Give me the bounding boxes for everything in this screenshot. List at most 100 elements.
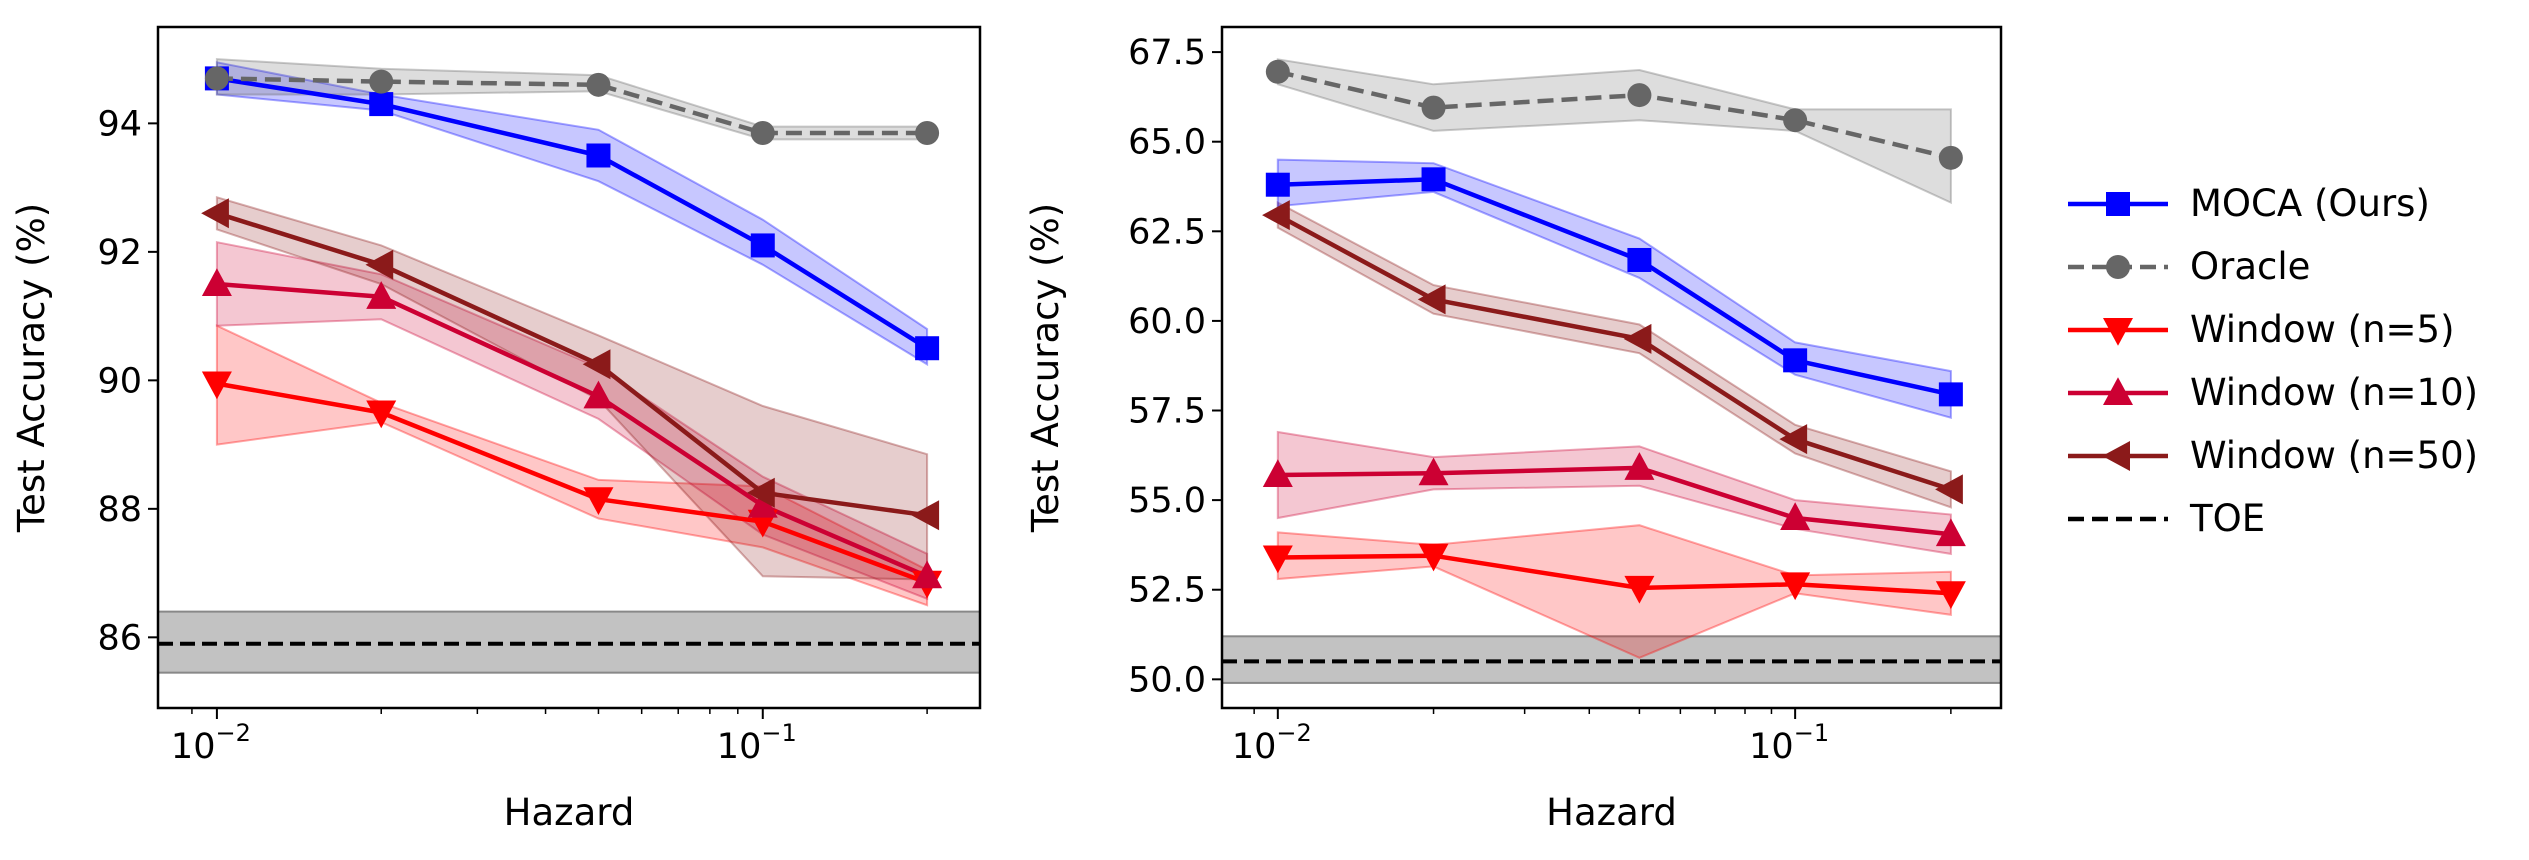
legend-marker-4: [2102, 441, 2130, 471]
y-tick-label: 88: [97, 490, 142, 530]
legend-label: Window (n=50): [2190, 434, 2478, 477]
data-point-3-2: [1627, 247, 1652, 272]
series-line-4: [216, 76, 928, 136]
y-tick-label: 86: [97, 618, 142, 658]
data-point-2-2: [1623, 323, 1652, 354]
data-point-0-0: [201, 371, 232, 400]
data-point-4-1: [1421, 95, 1446, 120]
x-tick-label-base: 10: [171, 727, 216, 767]
data-point-0-2: [583, 487, 614, 515]
confidence-band-4: [1276, 58, 1952, 205]
data-point-1-3: [747, 489, 778, 518]
x-tick-label: 10−2: [1232, 719, 1312, 767]
x-tick-label-base: 10: [717, 727, 762, 767]
data-point-0-1: [1418, 543, 1449, 572]
plot-area: [158, 58, 980, 674]
data-point-4-4: [1938, 145, 1963, 170]
confidence-band-0: [215, 324, 929, 607]
data-point-1-2: [583, 380, 614, 409]
legend-label: TOE: [2189, 497, 2265, 540]
legend-marker-2: [2103, 318, 2133, 346]
data-point-4-1: [369, 69, 394, 94]
data-point-1-0: [1262, 459, 1293, 488]
y-tick-label: 94: [97, 104, 142, 144]
y-tick-label: 67.5: [1128, 33, 1206, 73]
y-tick-label: 60.0: [1128, 302, 1206, 342]
x-tick-label: 10−2: [171, 719, 251, 767]
x-axis-label: Hazard: [504, 791, 635, 834]
plot-frame: [156, 25, 982, 710]
x-tick-label-base: 10: [1749, 727, 1794, 767]
data-point-4-2: [1627, 83, 1652, 108]
right-chart-panel: 50.052.555.057.560.062.565.067.510−2 10−1…: [1024, 25, 2003, 834]
x-tick-label-exponent: −1: [761, 719, 796, 747]
chart-legend: MOCA (Ours) Oracle Window (n=5) Window (n=1…: [2068, 182, 2478, 540]
y-tick-label: 57.5: [1128, 392, 1206, 432]
data-point-0-0: [1262, 545, 1293, 574]
legend-label: Window (n=5): [2190, 308, 2455, 351]
data-point-4-3: [750, 121, 775, 146]
data-point-4-4: [915, 121, 940, 146]
data-point-1-0: [201, 268, 232, 296]
data-point-1-1: [366, 281, 397, 309]
data-point-2-1: [365, 249, 394, 280]
data-point-2-3: [1779, 424, 1808, 455]
confidence-band-3: [1276, 158, 1952, 420]
y-tick-label: 50.0: [1128, 660, 1206, 700]
data-point-3-1: [1421, 167, 1446, 192]
data-point-3-0: [1265, 172, 1290, 197]
y-tick-label: 55.0: [1128, 481, 1206, 521]
data-point-4-2: [586, 72, 611, 97]
data-point-1-3: [1780, 502, 1811, 531]
confidence-band-1: [1276, 430, 1952, 556]
y-axis-label: Test Accuracy (%): [1024, 203, 1067, 533]
data-point-3-2: [586, 143, 611, 168]
data-point-3-3: [1783, 348, 1808, 373]
data-point-2-2: [582, 349, 611, 380]
data-point-4-0: [1265, 59, 1290, 84]
x-tick-label: 10−1: [1749, 719, 1829, 767]
y-tick-label: 52.5: [1128, 571, 1206, 611]
data-point-1-2: [1624, 452, 1655, 480]
data-point-0-3: [1780, 572, 1811, 601]
data-point-0-4: [1935, 581, 1966, 610]
data-point-2-1: [1417, 284, 1446, 315]
data-point-2-3: [747, 477, 775, 508]
data-point-4-3: [1783, 108, 1808, 133]
y-tick-label: 92: [97, 233, 142, 273]
data-point-1-1: [1418, 457, 1449, 486]
data-point-1-4: [1935, 518, 1966, 547]
y-tick-label: 65.0: [1128, 123, 1206, 163]
data-point-2-0: [201, 198, 229, 229]
x-axis-label: Hazard: [1546, 791, 1677, 834]
data-point-2-4: [911, 500, 940, 531]
data-point-4-0: [204, 66, 229, 91]
x-tick-label-exponent: −1: [1794, 719, 1829, 747]
confidence-band-1: [215, 240, 929, 601]
x-tick-label-base: 10: [1232, 727, 1277, 767]
x-tick-label: 10−1: [717, 719, 797, 767]
data-point-2-0: [1262, 200, 1290, 231]
data-point-0-2: [1624, 575, 1655, 604]
data-point-1-4: [912, 560, 943, 589]
data-point-3-4: [1938, 382, 1963, 407]
x-tick-label-exponent: −2: [215, 719, 250, 747]
y-axis-label: Test Accuracy (%): [10, 203, 53, 533]
data-point-0-1: [366, 400, 397, 429]
data-point-2-4: [1935, 474, 1963, 505]
data-point-3-1: [369, 92, 394, 117]
legend-label: Window (n=10): [2190, 371, 2478, 414]
confidence-band-3: [215, 61, 929, 367]
legend-marker-1: [2106, 255, 2130, 279]
legend-label: MOCA (Ours): [2190, 182, 2430, 225]
x-tick-label-exponent: −2: [1276, 719, 1311, 747]
plot-area: [1222, 58, 2001, 684]
legend-marker-0: [2106, 192, 2130, 216]
legend-marker-3: [2103, 377, 2133, 405]
y-tick-label: 90: [97, 361, 142, 401]
data-point-3-3: [750, 233, 775, 258]
legend-label: Oracle: [2190, 245, 2310, 288]
